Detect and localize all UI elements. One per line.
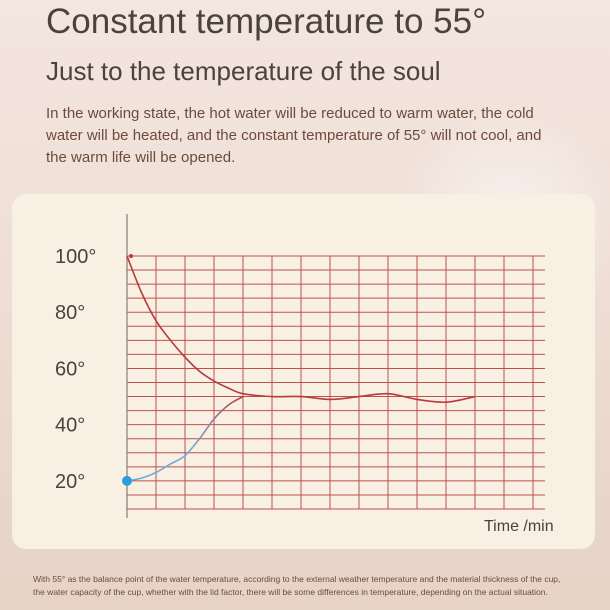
cold-water-curve — [126, 395, 244, 482]
description-text: In the working state, the hot water will… — [46, 105, 542, 166]
hot-water-curve — [126, 255, 476, 404]
y-tick-label: 20° — [55, 471, 85, 493]
y-tick-label: 40° — [55, 415, 85, 437]
y-tick-label: 60° — [55, 358, 85, 380]
footnote-text: With 55° as the balance point of the wat… — [33, 574, 561, 597]
x-axis-label: Time /min — [484, 518, 554, 535]
cold-start-dot — [122, 475, 132, 486]
hot-start-dot — [129, 254, 133, 258]
y-tick-label: 80° — [55, 302, 85, 324]
y-tick-label: 100° — [55, 246, 96, 268]
page-subtitle: Just to the temperature of the soul — [46, 56, 441, 86]
page-title: Constant temperature to 55° — [46, 2, 487, 41]
chart-panel — [12, 194, 595, 549]
